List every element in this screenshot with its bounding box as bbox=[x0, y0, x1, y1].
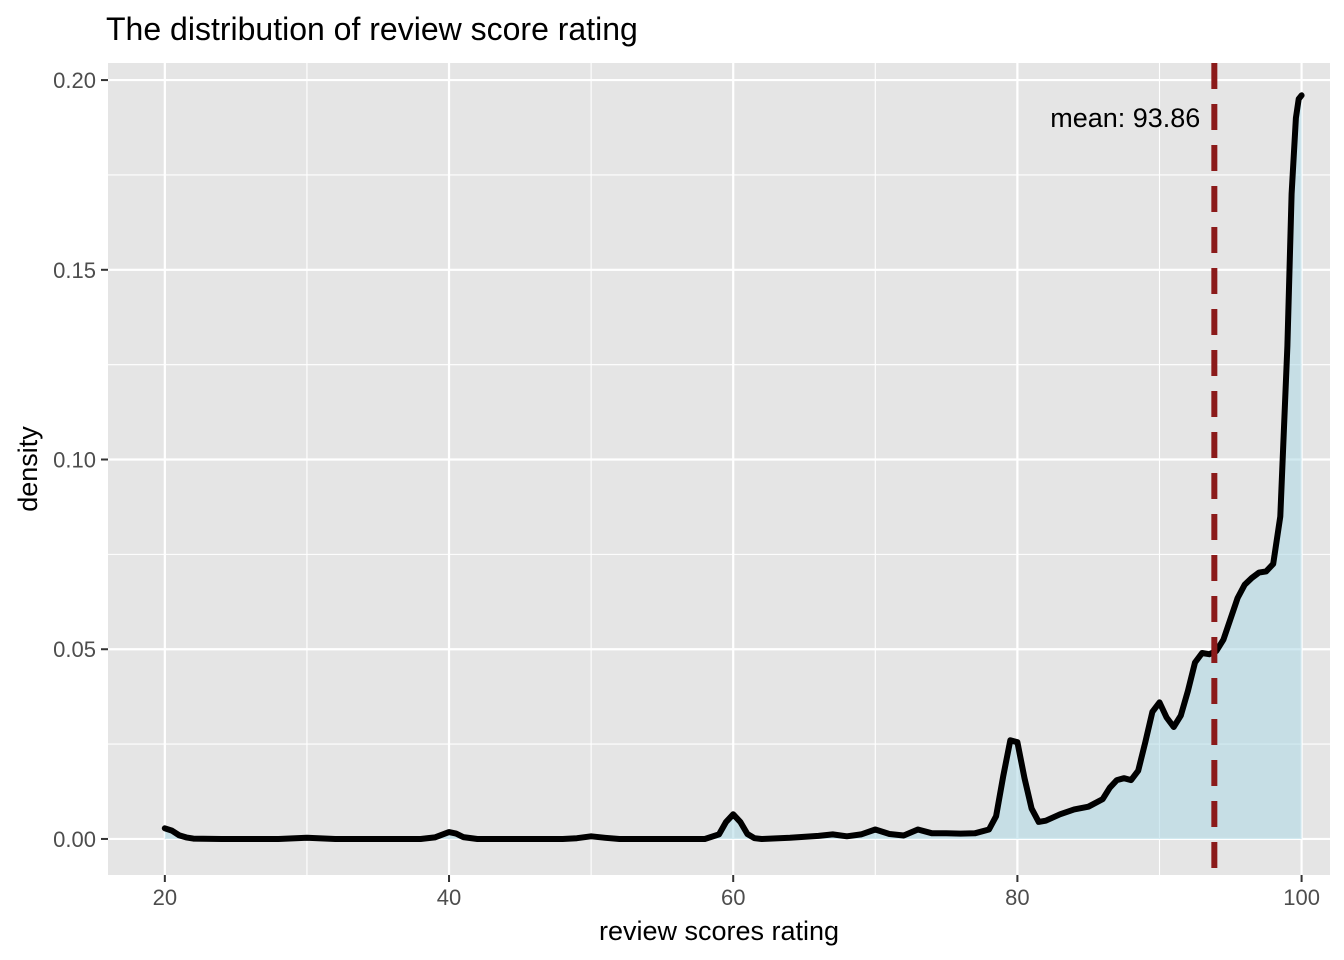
density-line bbox=[161, 92, 1305, 842]
y-tick-label: 0.20 bbox=[53, 68, 96, 93]
density-area bbox=[164, 95, 1302, 840]
x-tick-label: 100 bbox=[1283, 885, 1320, 910]
y-tick-label: 0.15 bbox=[53, 258, 96, 283]
y-axis-title: density bbox=[13, 426, 43, 512]
y-axis: 0.00 0.05 0.10 0.15 0.20 bbox=[53, 68, 108, 852]
mean-annotation: mean: 93.86 bbox=[1050, 103, 1200, 133]
chart-title: The distribution of review score rating bbox=[106, 11, 638, 47]
x-axis: 20 40 60 80 100 bbox=[153, 875, 1320, 910]
x-tick-label: 40 bbox=[437, 885, 461, 910]
y-tick-label: 0.00 bbox=[53, 827, 96, 852]
plot-panel bbox=[108, 63, 1330, 875]
y-tick-label: 0.10 bbox=[53, 448, 96, 473]
x-tick-label: 80 bbox=[1005, 885, 1029, 910]
x-tick-label: 20 bbox=[153, 885, 177, 910]
x-tick-label: 60 bbox=[721, 885, 745, 910]
y-tick-label: 0.05 bbox=[53, 637, 96, 662]
minor-gridlines bbox=[108, 63, 1330, 875]
x-axis-title: review scores rating bbox=[599, 916, 839, 946]
